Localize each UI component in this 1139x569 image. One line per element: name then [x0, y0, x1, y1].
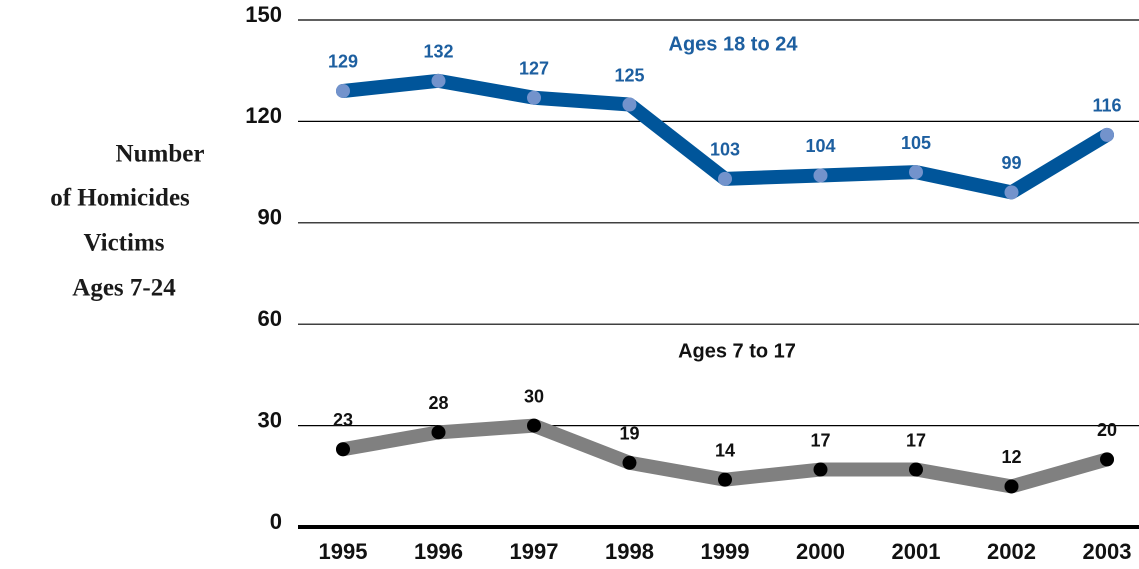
y-tick-label: 150: [245, 2, 282, 27]
x-tick-label: 2002: [987, 539, 1036, 564]
data-label: 125: [614, 65, 644, 85]
x-tick-label: 2003: [1083, 539, 1132, 564]
point-marker: [718, 171, 732, 186]
y-axis-title-line: Number: [116, 141, 205, 168]
point-marker: [909, 165, 923, 180]
point-marker: [813, 168, 828, 183]
data-label: 99: [1001, 153, 1021, 173]
data-label: 28: [428, 393, 448, 413]
data-label: 127: [519, 58, 549, 78]
point-marker: [813, 462, 828, 477]
data-label: 23: [333, 410, 353, 430]
data-label: 30: [524, 386, 544, 406]
data-label: 116: [1092, 96, 1121, 116]
data-label: 103: [710, 140, 740, 160]
data-label: 17: [810, 430, 830, 450]
x-tick-label: 1998: [605, 539, 654, 564]
x-tick-label: 2001: [892, 539, 941, 564]
data-label: 105: [901, 133, 931, 153]
data-label: 20: [1097, 420, 1117, 440]
point-marker: [431, 425, 446, 440]
x-tick-label: 1999: [701, 539, 750, 564]
point-marker: [622, 455, 637, 470]
x-tick-label: 1996: [414, 539, 463, 564]
point-marker: [1100, 127, 1114, 142]
point-marker: [336, 442, 350, 457]
y-axis-title: Number of Homicides Victims Ages 7-24: [50, 141, 204, 302]
y-tick-label: 30: [258, 407, 282, 432]
point-marker: [909, 462, 923, 477]
point-marker: [527, 90, 541, 105]
point-marker: [1100, 452, 1114, 467]
y-axis-title-line: of Homicides: [50, 185, 190, 212]
x-tick-label: 1997: [510, 539, 559, 564]
series-label: Ages 7 to 17: [678, 340, 796, 362]
y-tick-label: 60: [258, 306, 282, 331]
y-axis-title-line: Ages 7-24: [72, 275, 176, 302]
point-marker: [622, 97, 637, 112]
y-tick-label: 90: [258, 205, 282, 230]
point-marker: [1004, 185, 1019, 200]
point-marker: [527, 418, 541, 433]
data-label: 19: [619, 424, 639, 444]
point-marker: [431, 73, 446, 88]
x-tick-label: 2000: [796, 539, 845, 564]
y-axis-title-line: Victims: [84, 230, 165, 257]
data-label: 129: [328, 52, 358, 72]
data-label: 104: [805, 136, 835, 156]
series-label: Ages 18 to 24: [669, 33, 799, 55]
y-tick-label: 0: [270, 509, 282, 534]
y-tick-label: 120: [245, 103, 282, 128]
data-label: 12: [1001, 447, 1021, 467]
data-label: 132: [423, 42, 453, 62]
data-label: 17: [906, 430, 926, 450]
point-marker: [1004, 479, 1019, 494]
point-marker: [718, 472, 732, 487]
x-tick-label: 1995: [319, 539, 368, 564]
data-label: 14: [715, 440, 735, 460]
point-marker: [336, 83, 350, 98]
